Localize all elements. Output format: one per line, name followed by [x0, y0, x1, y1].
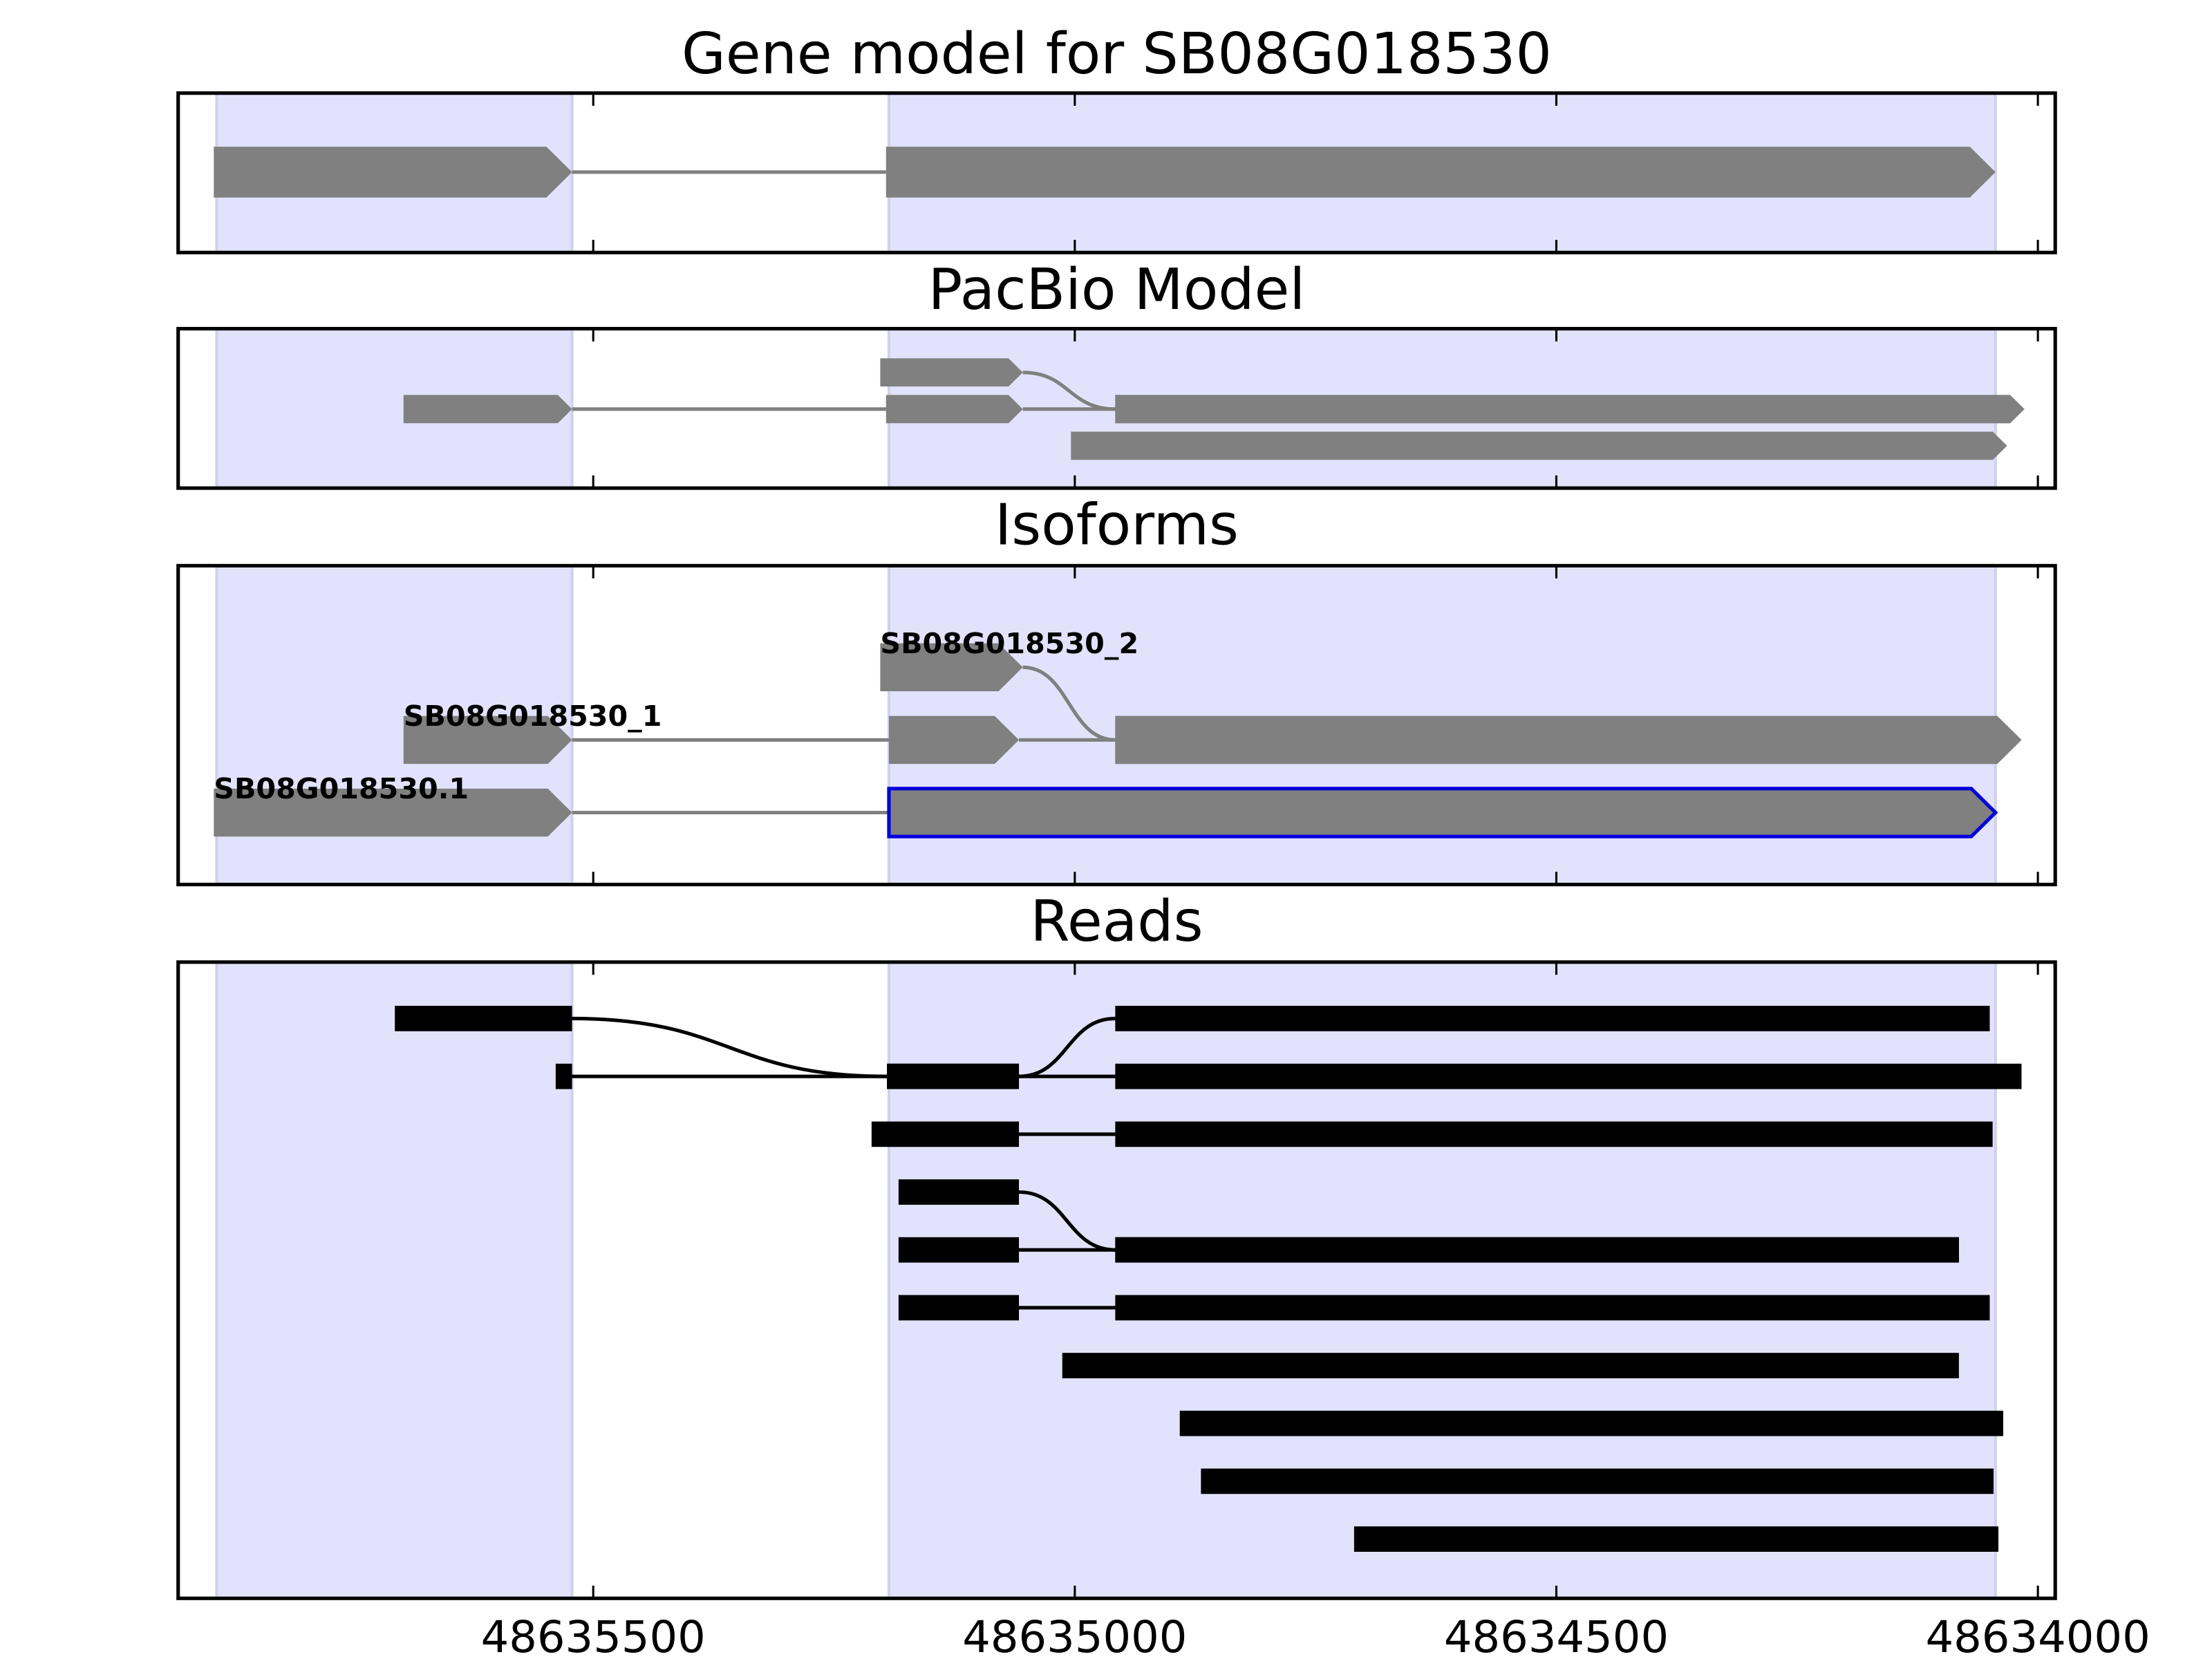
- x-tick-label: 48634500: [1444, 1611, 1669, 1659]
- exon: [880, 643, 1023, 691]
- panel-frame: [176, 91, 2057, 254]
- exon: [555, 1063, 572, 1089]
- exon: [885, 395, 1023, 424]
- exon: [898, 1295, 1020, 1321]
- exon: [1179, 1410, 2003, 1436]
- exon: [214, 788, 572, 837]
- exon: [1115, 1063, 2022, 1089]
- exon: [871, 1121, 1020, 1147]
- panel-frame: [176, 326, 2057, 490]
- panel-title: Isoforms: [995, 493, 1239, 559]
- exon: [880, 358, 1023, 387]
- shaded-region: [887, 960, 1997, 1600]
- isoform-label: SB08G018530_1: [404, 700, 662, 733]
- exon: [403, 715, 572, 765]
- exon: [1353, 1526, 1998, 1552]
- exon: [1071, 431, 2007, 460]
- exon: [887, 787, 1998, 838]
- intron: [1019, 1016, 1116, 1078]
- exon: [888, 715, 1020, 765]
- exon: [1115, 1006, 1990, 1031]
- exon: [214, 147, 572, 198]
- intron: [572, 1016, 888, 1078]
- isoform-label: SB08G018530_2: [880, 627, 1138, 660]
- exon: [898, 1179, 1020, 1205]
- exon: [887, 1063, 1020, 1089]
- exon: [1115, 395, 2025, 424]
- shaded-region: [215, 960, 574, 1600]
- exon: [1115, 1237, 1959, 1263]
- panel-frame: [176, 960, 2057, 1600]
- isoform-label: SB08G018530.1: [214, 772, 469, 805]
- exon: [1201, 1468, 1994, 1494]
- x-tick-label: 48634000: [1925, 1611, 2150, 1659]
- exon: [885, 147, 1996, 198]
- panel-title: PacBio Model: [928, 257, 1306, 323]
- panel-frame: [176, 563, 2057, 887]
- exon: [1115, 1295, 1990, 1321]
- exon: [1062, 1353, 1959, 1378]
- panel-title: Gene model for SB08G018530: [682, 22, 1552, 88]
- panel-title: Reads: [1030, 890, 1203, 955]
- exon: [1115, 715, 2022, 765]
- intron: [1019, 1190, 1116, 1252]
- exon: [395, 1006, 572, 1031]
- x-tick-label: 48635000: [962, 1611, 1187, 1659]
- exon: [898, 1237, 1020, 1263]
- intron: [1022, 665, 1116, 742]
- exon: [403, 395, 572, 424]
- x-tick-label: 48635500: [481, 1611, 706, 1659]
- exon: [1115, 1121, 1993, 1147]
